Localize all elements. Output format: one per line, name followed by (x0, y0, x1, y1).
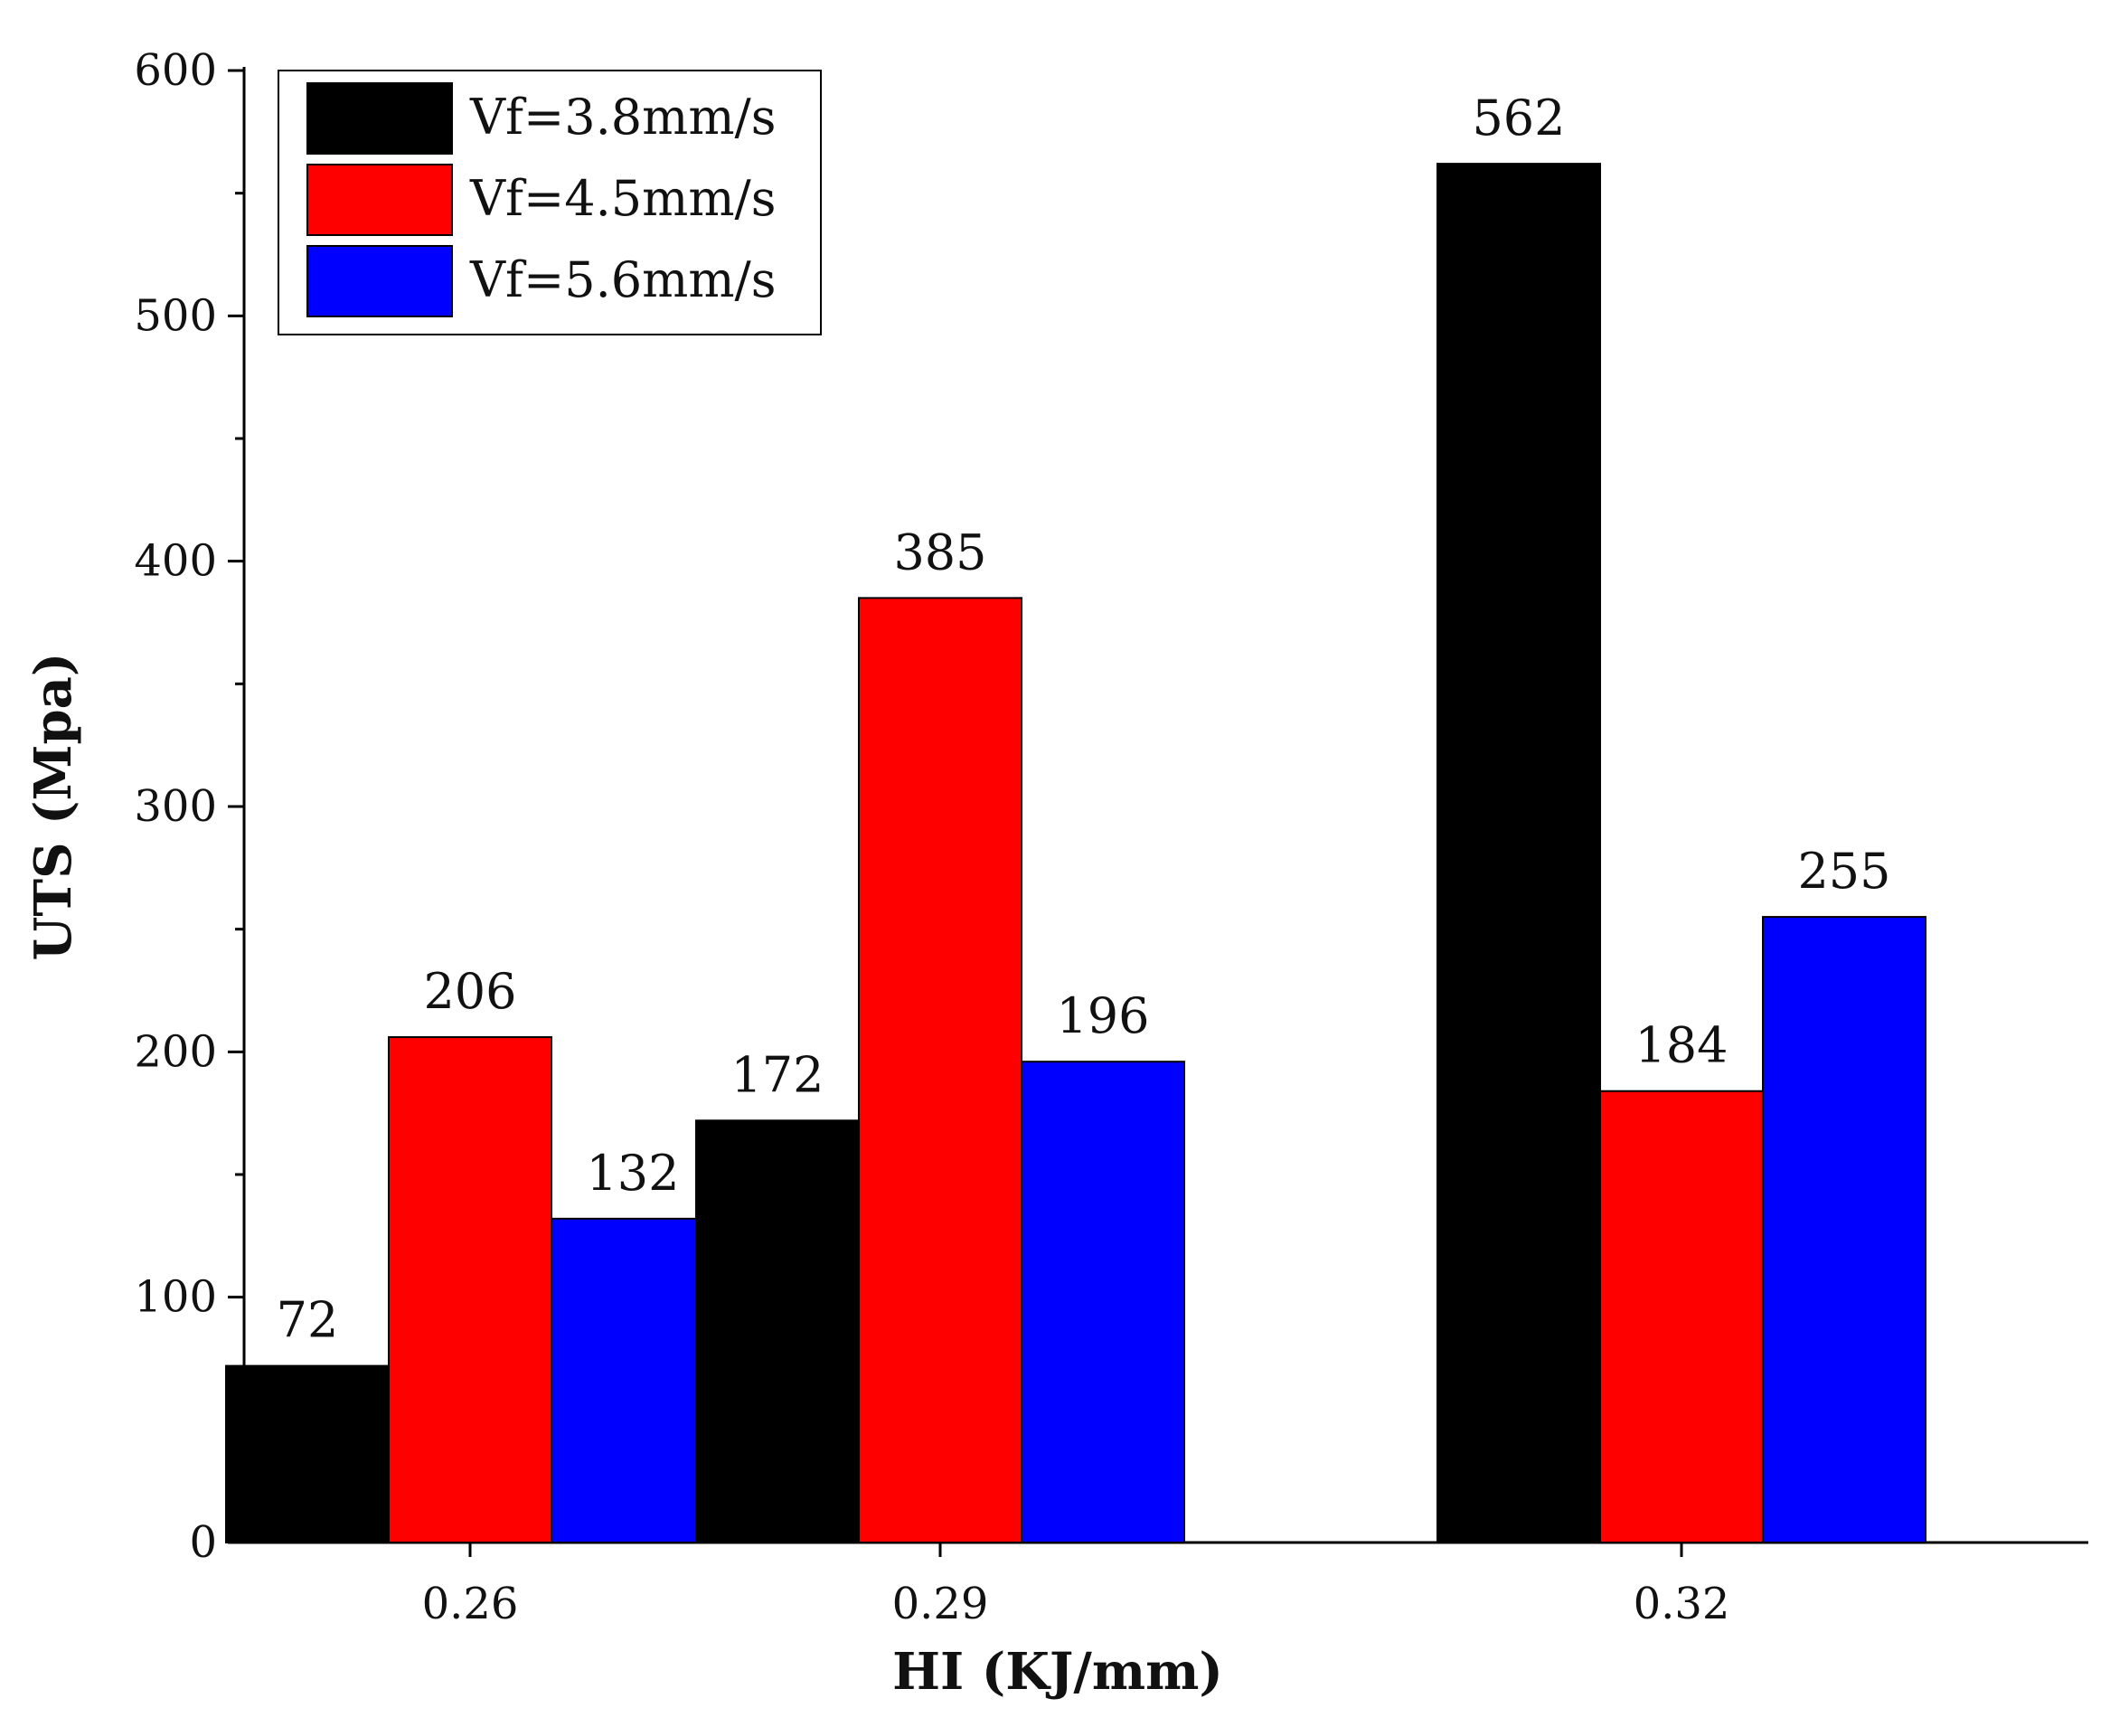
bar (695, 1119, 860, 1543)
bar (551, 1217, 715, 1543)
legend-swatch (306, 164, 453, 236)
y-tick-label: 200 (134, 1026, 217, 1077)
y-tick-label: 400 (134, 536, 217, 587)
bar-value-label: 132 (586, 1145, 679, 1202)
bar-value-label: 385 (893, 524, 986, 580)
y-tick-label: 500 (134, 290, 217, 341)
legend-swatch (306, 245, 453, 317)
bar (1762, 916, 1926, 1543)
x-tick-label: 0.29 (892, 1579, 989, 1629)
y-tick-label: 100 (134, 1272, 217, 1323)
bars (225, 163, 1926, 1544)
x-axis: 0.26 0.29 0.32 (243, 1541, 2088, 1629)
bar-value-label: 562 (1472, 90, 1565, 146)
bar-value-label: 72 (277, 1292, 339, 1349)
bar (388, 1036, 552, 1543)
bar-value-label: 255 (1797, 843, 1890, 900)
value-labels: 72 206 132 172 385 196 562 184 255 (277, 90, 1891, 1349)
bar (858, 597, 1022, 1543)
y-axis-title: UTS (Mpa) (24, 653, 83, 961)
bar-value-label: 184 (1634, 1017, 1728, 1074)
y-tick-label: 600 (134, 45, 217, 96)
legend-label: Vf=5.6mm/s (469, 251, 776, 308)
legend: Vf=3.8mm/s Vf=4.5mm/s Vf=5.6mm/s (278, 70, 822, 335)
legend-label: Vf=4.5mm/s (469, 170, 776, 227)
y-tick-label: 0 (189, 1517, 217, 1568)
bar (1021, 1061, 1185, 1543)
legend-label: Vf=3.8mm/s (469, 89, 776, 146)
bar-value-label: 196 (1056, 987, 1149, 1044)
bar (225, 1364, 390, 1544)
x-tick-label: 0.26 (422, 1579, 519, 1629)
x-tick-label: 0.32 (1634, 1579, 1730, 1629)
bar (1599, 1090, 1764, 1544)
bar-value-label: 206 (423, 963, 516, 1020)
x-axis-title: HI (KJ/mm) (892, 1642, 1223, 1702)
legend-swatch (306, 82, 453, 155)
bar-value-label: 172 (730, 1046, 824, 1103)
y-axis: 0 100 200 300 400 500 600 (134, 45, 246, 1568)
y-tick-label: 300 (134, 781, 217, 832)
bar (1436, 163, 1601, 1543)
